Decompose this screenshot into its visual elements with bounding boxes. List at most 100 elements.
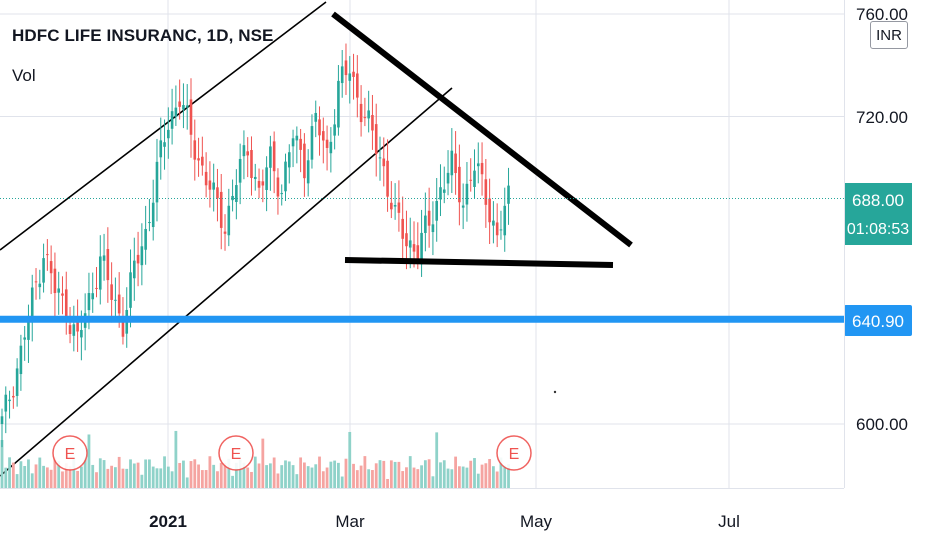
candle-body <box>219 191 223 228</box>
volume-bar <box>371 470 374 488</box>
candle-body <box>231 195 234 201</box>
volume-bar <box>34 464 38 488</box>
candle-body <box>133 260 136 279</box>
volume-bar <box>204 470 208 488</box>
candle-body <box>442 189 446 193</box>
volume-bar <box>121 468 125 488</box>
volume-bar <box>473 458 476 488</box>
volume-bar <box>393 461 397 488</box>
candle-body <box>374 124 378 154</box>
candle-body <box>72 324 76 336</box>
symbol-title[interactable]: HDFC LIFE INSURANC, 1D, NSE <box>12 26 274 45</box>
candle-body <box>227 205 231 236</box>
volume-bar <box>420 465 423 488</box>
volume-bar <box>76 470 79 488</box>
volume-bar <box>412 467 416 488</box>
volume-bar <box>68 466 72 488</box>
volume-bar <box>246 467 250 488</box>
volume-bar <box>182 460 185 488</box>
candle-body <box>117 294 121 314</box>
candle-body <box>121 319 125 337</box>
candle-body <box>42 258 45 283</box>
candle-body <box>19 345 23 375</box>
drawing-dot <box>553 390 557 394</box>
volume-bar <box>446 468 450 488</box>
earnings-marker: E <box>496 435 532 471</box>
volume-bar <box>507 464 510 488</box>
candle-body <box>30 287 34 320</box>
candle-body <box>329 141 333 154</box>
candle-body <box>212 182 215 190</box>
candle-body <box>469 179 473 181</box>
volume-bar <box>340 476 344 488</box>
candle-body <box>439 187 442 200</box>
volume-bar <box>42 465 45 488</box>
candle-body <box>427 210 431 226</box>
volume-bar <box>484 463 488 488</box>
candle-body <box>235 185 238 202</box>
candle-body <box>299 138 302 150</box>
candle-body <box>178 101 181 107</box>
candle-body <box>280 193 284 195</box>
volume-bar <box>333 460 337 488</box>
volume-bar <box>166 466 170 488</box>
volume-bar <box>140 474 144 488</box>
volume-bar <box>423 460 427 488</box>
volume-bar <box>492 466 495 488</box>
candle-body <box>291 138 295 147</box>
candle-body <box>257 180 261 188</box>
candle-body <box>465 183 469 205</box>
volume-bar <box>38 457 42 488</box>
candle-body <box>246 151 249 156</box>
volume-indicator-label[interactable]: Vol <box>12 66 36 85</box>
candle-body <box>325 139 329 148</box>
candle-body <box>15 368 19 396</box>
volume-bar <box>363 456 367 488</box>
volume-bar <box>295 474 299 488</box>
candle-body <box>310 126 314 160</box>
volume-bar <box>427 459 431 488</box>
candle-body <box>216 187 219 199</box>
time-axis-divider <box>0 488 844 489</box>
volume-bar <box>132 463 136 488</box>
volume-bar <box>242 462 246 488</box>
level-price-label: 640.90 <box>852 312 904 331</box>
candle-body <box>363 117 367 119</box>
candle-body <box>110 284 113 300</box>
volume-bar <box>344 458 348 488</box>
volume-bar <box>348 431 352 488</box>
candle-body <box>484 179 488 205</box>
candle-body <box>64 289 68 322</box>
currency-button[interactable]: INR <box>870 21 908 49</box>
volume-bar <box>178 462 182 488</box>
candle-body <box>250 150 253 179</box>
volume-bar <box>148 459 151 488</box>
candle-body <box>446 172 450 184</box>
volume-bar <box>216 471 219 488</box>
volume-bar <box>185 477 189 488</box>
volume-bar <box>136 462 140 488</box>
volume-bar <box>163 456 166 488</box>
candle-body <box>435 201 438 221</box>
level-price-box <box>844 305 912 336</box>
time-axis-label: May <box>520 512 553 531</box>
candle-body <box>480 162 484 175</box>
candle-body <box>306 160 310 184</box>
volume-bar <box>45 467 49 488</box>
candle-body <box>23 337 26 340</box>
candle-body <box>344 60 348 76</box>
volume-bar <box>359 465 363 488</box>
price-axis-divider <box>844 0 845 488</box>
volume-bar <box>401 471 405 488</box>
volume-bar <box>382 460 386 488</box>
candle-body <box>151 202 155 228</box>
volume-bar <box>397 461 401 488</box>
candle-body <box>314 112 318 122</box>
candle-body <box>208 180 212 190</box>
candle-body <box>276 177 280 197</box>
volume-bar <box>253 456 257 488</box>
volume-bar <box>208 456 212 488</box>
volume-bar <box>268 463 272 488</box>
candle-body <box>356 73 359 98</box>
